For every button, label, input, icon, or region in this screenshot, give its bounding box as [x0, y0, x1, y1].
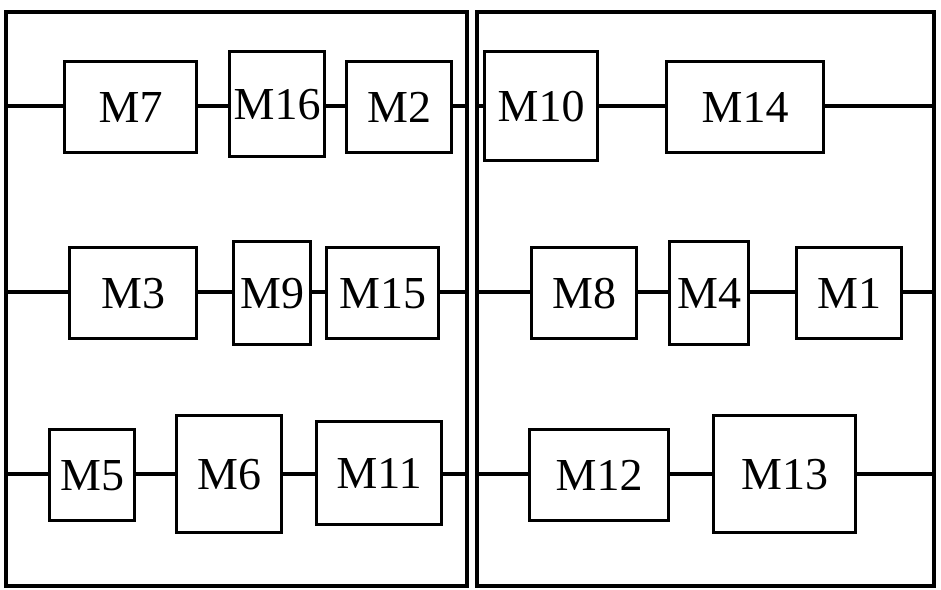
node-M1: M1 — [795, 246, 903, 340]
row-2-right-connector-1 — [638, 290, 668, 294]
row-3-left-connector-0 — [8, 472, 48, 476]
node-M10: M10 — [483, 50, 599, 162]
row-2-left-connector-1 — [198, 290, 232, 294]
node-M8: M8 — [530, 246, 638, 340]
row-2-right-connector-2 — [750, 290, 795, 294]
row-2-left-connector-2 — [312, 290, 325, 294]
node-label-M8: M8 — [552, 270, 616, 316]
row-1-left-connector-1 — [198, 104, 228, 108]
node-label-M16: M16 — [234, 81, 321, 127]
node-M9: M9 — [232, 240, 312, 346]
node-label-M14: M14 — [702, 84, 789, 130]
node-M16: M16 — [228, 50, 326, 158]
row-3-right-connector-2 — [857, 472, 932, 476]
row-2-right-connector-0 — [479, 290, 530, 294]
node-M15: M15 — [325, 246, 440, 340]
node-M13: M13 — [712, 414, 857, 534]
row-2-left-connector-3 — [440, 290, 465, 294]
node-M7: M7 — [63, 60, 198, 154]
row-1-left-connector-2 — [326, 104, 345, 108]
row-1-right-connector-2 — [825, 104, 932, 108]
node-M6: M6 — [175, 414, 283, 534]
node-label-M7: M7 — [99, 84, 163, 130]
row-3-left-connector-3 — [443, 472, 465, 476]
node-label-M1: M1 — [817, 270, 881, 316]
node-label-M4: M4 — [677, 270, 741, 316]
node-label-M6: M6 — [197, 451, 261, 497]
node-label-M13: M13 — [741, 451, 828, 497]
node-M12: M12 — [528, 428, 670, 522]
row-3-left-connector-2 — [283, 472, 315, 476]
node-M11: M11 — [315, 420, 443, 526]
node-M5: M5 — [48, 428, 136, 522]
row-2-left-connector-0 — [8, 290, 68, 294]
row-3-right-connector-0 — [479, 472, 528, 476]
row-1-right-connector-1 — [599, 104, 665, 108]
row-1-left-connector-0 — [8, 104, 63, 108]
node-M4: M4 — [668, 240, 750, 346]
node-label-M9: M9 — [240, 270, 304, 316]
node-M3: M3 — [68, 246, 198, 340]
row-1-left-connector-3 — [453, 104, 465, 108]
node-M2: M2 — [345, 60, 453, 154]
node-label-M2: M2 — [367, 84, 431, 130]
row-3-right-connector-1 — [670, 472, 712, 476]
node-M14: M14 — [665, 60, 825, 154]
node-label-M15: M15 — [339, 270, 426, 316]
row-2-right-connector-3 — [903, 290, 932, 294]
node-label-M11: M11 — [336, 450, 421, 496]
node-label-M10: M10 — [498, 83, 585, 129]
node-label-M3: M3 — [101, 270, 165, 316]
node-label-M12: M12 — [556, 452, 643, 498]
node-label-M5: M5 — [60, 452, 124, 498]
row-3-left-connector-1 — [136, 472, 175, 476]
